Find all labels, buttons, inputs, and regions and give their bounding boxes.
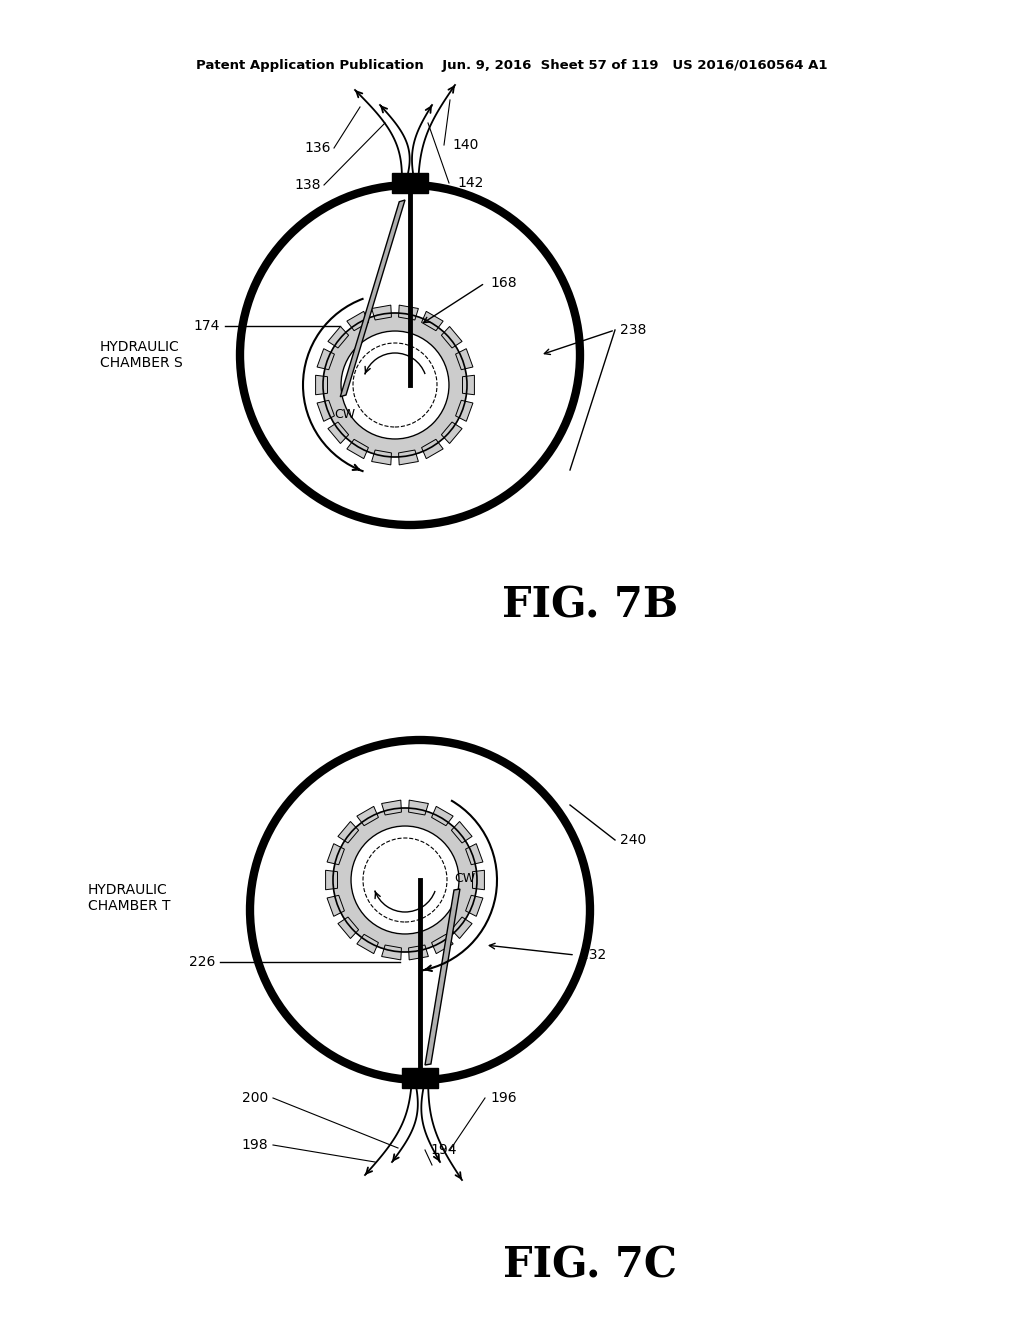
Text: CW: CW	[455, 871, 475, 884]
Polygon shape	[422, 440, 443, 458]
Polygon shape	[347, 440, 369, 458]
Polygon shape	[326, 870, 338, 890]
Polygon shape	[382, 800, 401, 814]
Circle shape	[341, 331, 449, 440]
Text: 232: 232	[580, 948, 606, 962]
Text: 196: 196	[490, 1092, 517, 1105]
Polygon shape	[456, 348, 473, 370]
Text: 240: 240	[620, 833, 646, 847]
Text: 142: 142	[457, 176, 483, 190]
Polygon shape	[441, 326, 462, 348]
Text: Patent Application Publication    Jun. 9, 2016  Sheet 57 of 119   US 2016/016056: Patent Application Publication Jun. 9, 2…	[197, 58, 827, 71]
Text: FIG. 7B: FIG. 7B	[502, 583, 678, 626]
Polygon shape	[466, 895, 483, 916]
Circle shape	[333, 808, 477, 952]
Polygon shape	[398, 450, 419, 465]
Polygon shape	[338, 917, 358, 939]
Polygon shape	[463, 375, 474, 395]
Polygon shape	[340, 201, 406, 397]
Text: 226: 226	[188, 954, 215, 969]
Polygon shape	[422, 312, 443, 331]
Text: 198: 198	[242, 1138, 268, 1152]
Polygon shape	[315, 375, 328, 395]
Polygon shape	[466, 843, 483, 865]
Polygon shape	[356, 935, 379, 953]
Polygon shape	[409, 800, 428, 814]
Polygon shape	[372, 450, 391, 465]
Text: HYDRAULIC
CHAMBER S: HYDRAULIC CHAMBER S	[100, 339, 182, 370]
Polygon shape	[382, 945, 401, 960]
Polygon shape	[409, 945, 428, 960]
Text: CW: CW	[335, 408, 355, 421]
Polygon shape	[338, 821, 358, 843]
Polygon shape	[347, 312, 369, 331]
Text: 238: 238	[620, 323, 646, 337]
Text: 138: 138	[295, 178, 322, 191]
Bar	[392, 173, 428, 193]
Text: FIG. 7C: FIG. 7C	[503, 1243, 677, 1286]
Circle shape	[323, 313, 467, 457]
Polygon shape	[327, 895, 344, 916]
Text: 136: 136	[305, 141, 331, 154]
Bar	[402, 1068, 438, 1088]
Polygon shape	[431, 807, 454, 826]
Polygon shape	[472, 870, 484, 890]
Polygon shape	[431, 935, 454, 953]
Polygon shape	[327, 843, 344, 865]
Text: HYDRAULIC
CHAMBER T: HYDRAULIC CHAMBER T	[88, 883, 171, 913]
Text: 200: 200	[242, 1092, 268, 1105]
Polygon shape	[328, 326, 348, 348]
Text: 194: 194	[430, 1143, 457, 1158]
Polygon shape	[452, 917, 472, 939]
Polygon shape	[441, 422, 462, 444]
Polygon shape	[372, 305, 391, 319]
Polygon shape	[317, 400, 335, 421]
Text: 168: 168	[490, 276, 517, 290]
Circle shape	[351, 826, 459, 935]
Polygon shape	[317, 348, 335, 370]
Polygon shape	[356, 807, 379, 826]
Text: 140: 140	[452, 139, 478, 152]
Polygon shape	[456, 400, 473, 421]
Text: 174: 174	[194, 319, 220, 333]
Polygon shape	[425, 888, 460, 1065]
Polygon shape	[398, 305, 419, 319]
Polygon shape	[328, 422, 348, 444]
Polygon shape	[452, 821, 472, 843]
